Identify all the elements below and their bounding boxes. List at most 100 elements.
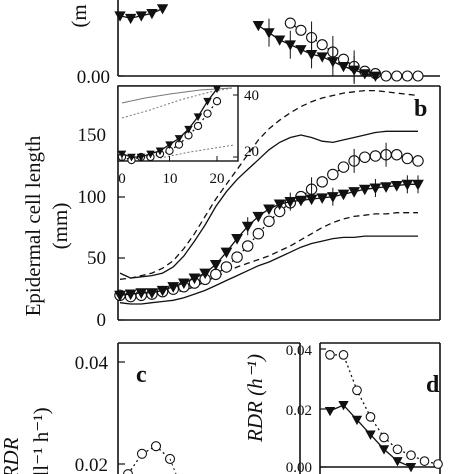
triangle-point [136,153,146,162]
panel-c-label: c [136,362,147,388]
triangle-point [135,11,147,22]
triangle-point [316,52,328,63]
circle-point [327,168,339,181]
triangle-point [212,85,222,94]
circle-point [193,121,203,131]
circle-point [401,152,414,165]
panel-a-ylabel-fragment: (m [67,4,91,27]
triangle-point [351,415,363,426]
circle-point [419,456,430,466]
triangle-point [348,187,361,198]
circle-point [359,151,371,163]
triangle-point [124,13,137,25]
circle-point [122,469,134,474]
triangle-point [193,113,203,122]
panel-d-ylabel: RDR (h⁻¹) [243,354,267,443]
circle-point [284,17,296,29]
circle-point [220,261,233,273]
panel-b-tick-label-100: 100 [78,187,107,208]
triangle-point [209,259,222,271]
circle-point [337,161,350,173]
triangle-point [365,430,376,440]
circle-point [365,412,376,422]
panel-c-tick-label-002: 0.02 [75,455,108,474]
series-line [119,235,418,305]
panel-d-tick-label-000: 0.00 [286,460,312,474]
panel-b-inset: 0 10 20 20 40 [117,85,259,187]
triangle-point [295,45,307,56]
panel-c-plot [122,441,177,474]
triangle-point [146,288,158,299]
triangle-point [203,97,212,106]
panel-b-ylabel-line1: Epidermal cell length [21,135,45,316]
panel-d: 0.04 0.02 0.00 RDR (h⁻¹) d [243,342,443,474]
panel-b-tick-label-50: 50 [87,248,106,269]
circle-point [136,448,148,459]
inset-y-tick-label-40: 40 [244,88,259,104]
circle-point [231,251,243,263]
triangle-point [156,285,169,297]
inset-frame [117,85,239,162]
triangle-point [380,182,392,193]
circle-point [433,459,443,469]
inset-x-tick-label-10: 10 [163,171,178,187]
circle-point [391,70,403,82]
triangle-point [220,247,233,259]
circle-point [212,97,222,106]
triangle-point [135,288,148,299]
series-line [127,445,171,474]
triangle-point [337,189,350,201]
series-line [119,183,418,296]
triangle-point [156,4,169,15]
triangle-point [273,199,286,211]
panel-b-tick-label-0: 0 [97,310,107,331]
triangle-point [252,211,265,223]
series-line [119,130,418,279]
triangle-point [165,141,174,150]
circle-point [210,268,222,281]
triangle-point [337,61,350,73]
inset-band-upper [121,87,233,119]
triangle-point [390,181,403,192]
circle-point [295,24,307,36]
circle-point [379,432,389,443]
triangle-point [392,457,403,467]
panel-c-ylabel-fragment-rdr: RDR [0,437,23,474]
triangle-point [338,401,349,411]
triangle-point [174,135,184,143]
inset-band-upper-solid [121,87,233,104]
inset-plot [117,85,238,165]
circle-point [390,148,403,161]
circle-point [380,70,392,82]
triangle-point [127,153,136,162]
circle-point [203,109,212,118]
triangle-point [295,195,307,207]
triangle-point [273,35,286,46]
triangle-point [369,71,382,82]
circle-point [392,444,403,455]
panel-a-plot [114,4,424,84]
triangle-point [117,150,127,159]
triangle-point [324,406,336,417]
series-line [119,212,418,298]
panel-b-label: b [414,96,427,122]
panel-b: 0 50 100 150 Epidermal cell length (mm) … [21,85,441,331]
series-line [119,89,419,280]
triangle-point [167,282,180,293]
triangle-point [359,69,371,80]
panel-a: 0.00 (m [67,0,440,88]
inset-x-tick-label-0: 0 [118,171,126,187]
circle-point [338,350,349,360]
circle-point [325,350,335,360]
panel-c-ylabel-fragment-units: ll⁻¹ h⁻¹) [29,407,53,474]
panel-d-tick-label-002: 0.02 [286,403,312,419]
triangle-point [358,184,371,196]
inset-band-lower [159,144,235,159]
triangle-point [146,150,155,159]
panel-d-plot [324,350,443,473]
circle-point [316,176,328,188]
triangle-point [114,11,126,22]
triangle-point [188,273,201,285]
panel-c: 0.04 0.02 c RDR ll⁻¹ h⁻¹) [0,342,301,474]
circle-point [150,441,162,452]
